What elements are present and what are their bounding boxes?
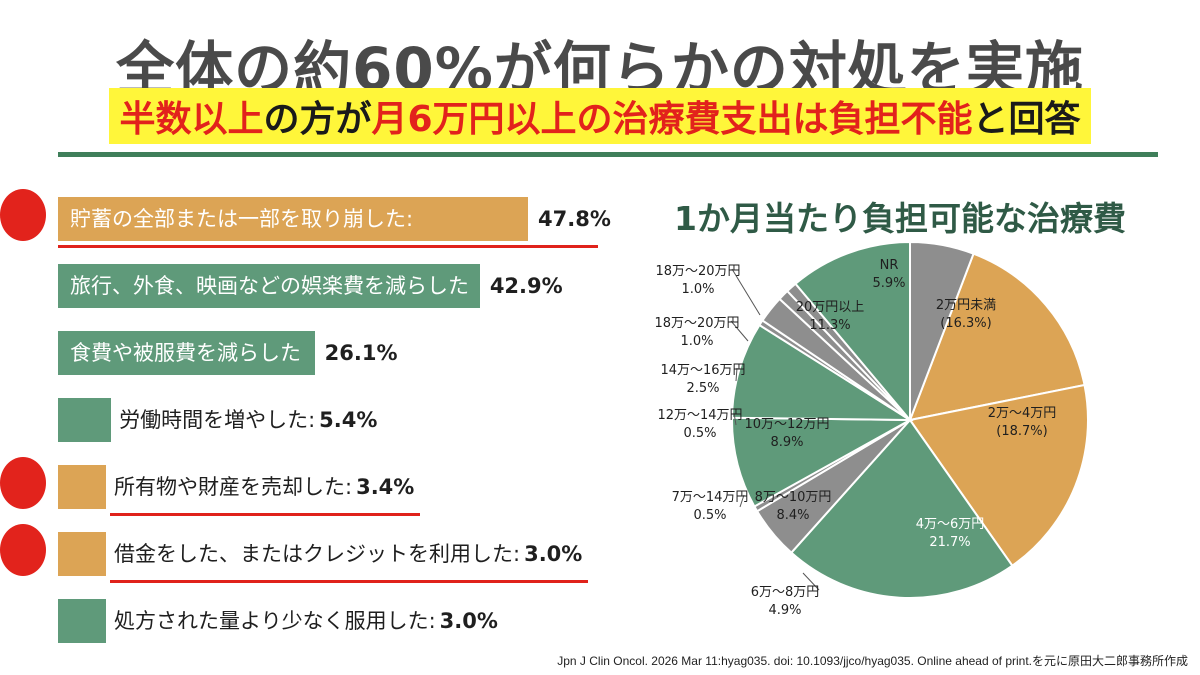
bar-2 — [58, 331, 315, 375]
pie-value-3: 4.9% — [768, 603, 801, 618]
highlight-dot-4 — [0, 457, 46, 509]
pie-value-7: 0.5% — [683, 426, 716, 441]
pie-slice-12 — [909, 240, 975, 421]
subline-part-2: 月6万円以上の治療費支出は負担不能 — [371, 99, 973, 140]
bar-category-2: 食費や被服費を減らした: — [70, 341, 303, 365]
pie-value-12: 5.9% — [872, 276, 905, 291]
bar-label-0: 貯蓄の全部または一部を取り崩した: — [70, 206, 516, 232]
bar-label-2: 食費や被服費を減らした: — [70, 340, 303, 366]
pie-value-9: 1.0% — [680, 334, 713, 349]
pie-value-10: 1.0% — [681, 282, 714, 297]
bar-category-4: 所有物や財産を売却した: — [114, 475, 353, 499]
subline-part-1: の方が — [263, 99, 372, 140]
pie-slice-0 — [908, 252, 1086, 422]
pie-slice-5 — [731, 416, 914, 508]
pie-label-12: NR — [880, 258, 899, 273]
subline: 半数以上の方が月6万円以上の治療費支出は負担不能と回答 — [109, 88, 1091, 144]
pie-value-1: (18.7%) — [996, 424, 1047, 439]
subline-part-0: 半数以上 — [119, 99, 264, 140]
pie-slice-6 — [731, 323, 914, 422]
pie-value-4: 0.5% — [693, 508, 726, 523]
bar-6 — [58, 599, 106, 643]
pie-label-5: 8万～10万円 — [755, 490, 832, 505]
bar-value-6: 3.0% — [439, 609, 498, 633]
highlight-dot-0 — [0, 189, 46, 241]
pie-slice-1 — [908, 383, 1089, 568]
pie-slice-11 — [794, 240, 911, 423]
pie-value-2: 21.7% — [929, 535, 970, 550]
pie-leader-9 — [730, 320, 749, 342]
bar-5 — [58, 532, 106, 576]
highlight-underline-0 — [58, 245, 598, 248]
divider — [58, 152, 1158, 157]
bar-value-3: 5.4% — [319, 408, 378, 432]
bar-category-5: 借金をした、またはクレジットを利用した: — [114, 542, 521, 566]
pie-label-1: 2万～4万円 — [988, 406, 1057, 421]
pie-value-11: 11.3% — [809, 318, 850, 333]
bar-value-4: 3.4% — [356, 475, 415, 499]
pie-leader-3 — [802, 572, 820, 591]
pie-value-6: 8.9% — [770, 435, 803, 450]
bar-value-5: 3.0% — [524, 542, 583, 566]
pie-leader-8 — [735, 367, 738, 382]
pie-leader-4 — [739, 494, 745, 508]
subline-part-3: と回答 — [972, 99, 1081, 140]
pie-label-3: 6万～8万円 — [751, 585, 820, 600]
bar-0 — [58, 197, 528, 241]
pie-label-2: 4万～6万円 — [916, 517, 985, 532]
pie-label-11: 20万円以上 — [796, 300, 865, 315]
bar-category-3: 労働時間を増やした: — [119, 408, 316, 432]
bar-category-0: 貯蓄の全部または一部を取り崩した: — [70, 207, 414, 231]
bar-1 — [58, 264, 480, 308]
pie-leader-7 — [733, 412, 737, 426]
pie-slice-2 — [789, 418, 1014, 599]
pie-value-5: 8.4% — [776, 508, 809, 523]
pie-value-8: 2.5% — [686, 381, 719, 396]
pie-chart: 2万円未満 (16.3%) 2万～4万円 (18.7%) 4万～6万円 21.7% 6万～8… — [654, 240, 1089, 618]
highlight-dot-5 — [0, 524, 46, 576]
citation: Jpn J Clin Oncol. 2026 Mar 11:hyag035. d… — [557, 654, 1188, 668]
pie-title: 1か月当たり負担可能な治療費 — [674, 199, 1126, 238]
subline-wrap: 半数以上の方が月6万円以上の治療費支出は負担不能と回答 — [0, 88, 1200, 144]
pie-label-10: 18万～20万円 — [655, 264, 740, 279]
bar-4 — [58, 465, 106, 509]
bar-value-0: 47.8% — [538, 207, 611, 231]
bar-value-1: 42.9% — [489, 274, 563, 298]
bar-category-6: 処方された量より少なく服用した: — [114, 609, 436, 633]
highlight-underline-4 — [110, 513, 421, 516]
pie-leader-10 — [731, 268, 761, 316]
pie-label-8: 14万～16万円 — [660, 363, 745, 378]
pie-label-9: 18万～20万円 — [654, 316, 739, 331]
bar-label-5: 借金をした、またはクレジットを利用した: — [114, 541, 520, 567]
bar-label-4: 所有物や財産を売却した: — [114, 474, 352, 500]
bar-label-3: 労働時間を増やした: — [119, 407, 315, 433]
bar-label-1: 旅行、外食、映画などの娯楽費を減らした: — [70, 273, 468, 299]
pie-label-6: 10万～12万円 — [744, 417, 829, 432]
pie-label-4: 7万～14万円 — [672, 490, 749, 505]
highlight-underline-5 — [110, 580, 589, 583]
bar-3 — [58, 398, 112, 442]
bar-category-1: 旅行、外食、映画などの娯楽費を減らした: — [70, 274, 468, 298]
pie-label-0: 2万円未満 — [936, 298, 996, 313]
pie-value-0: (16.3%) — [940, 316, 991, 331]
pie-label-7: 12万～14万円 — [657, 408, 742, 423]
bar-label-6: 処方された量より少なく服用した: — [114, 608, 436, 634]
bar-value-2: 26.1% — [324, 341, 398, 365]
